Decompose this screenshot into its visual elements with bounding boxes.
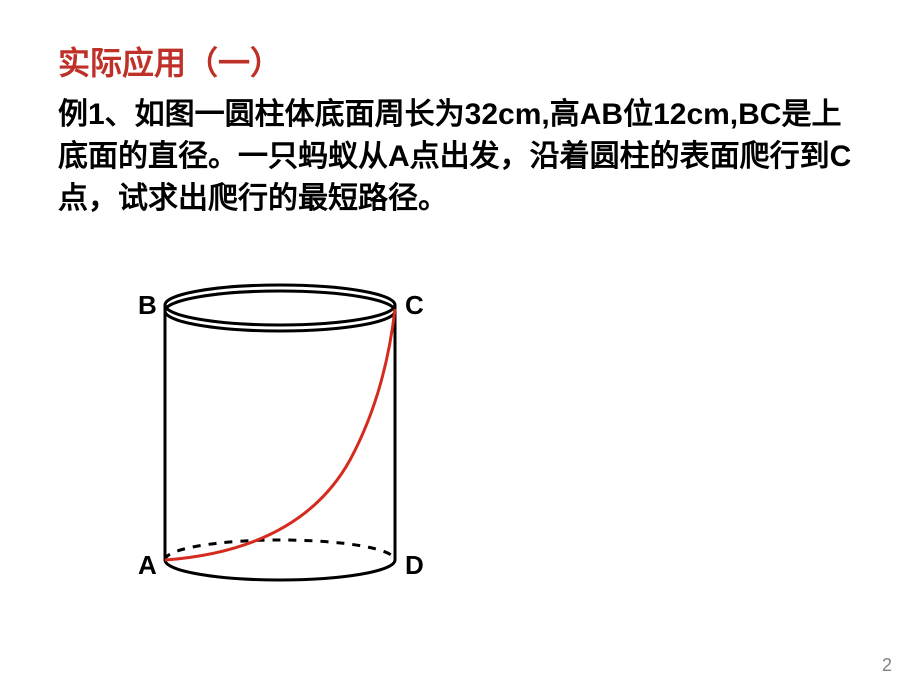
problem-statement: 例1、如图一圆柱体底面周长为32cm,高AB位12cm,BC是上底面的直径。一只… — [58, 94, 870, 220]
page-number: 2 — [882, 655, 892, 676]
ant-path-curve — [165, 309, 395, 560]
label-c: C — [405, 290, 424, 321]
label-d: D — [405, 550, 424, 581]
cylinder-diagram: B C A D — [130, 270, 550, 650]
bottom-front-arc — [165, 560, 395, 580]
heading-text: 实际应用（一） — [58, 45, 282, 81]
label-b: B — [138, 290, 157, 321]
label-a: A — [138, 550, 157, 581]
cylinder-svg — [130, 270, 430, 610]
slide: 实际应用（一） 例1、如图一圆柱体底面周长为32cm,高AB位12cm,BC是上… — [0, 0, 920, 690]
section-heading: 实际应用（一） — [58, 38, 870, 84]
